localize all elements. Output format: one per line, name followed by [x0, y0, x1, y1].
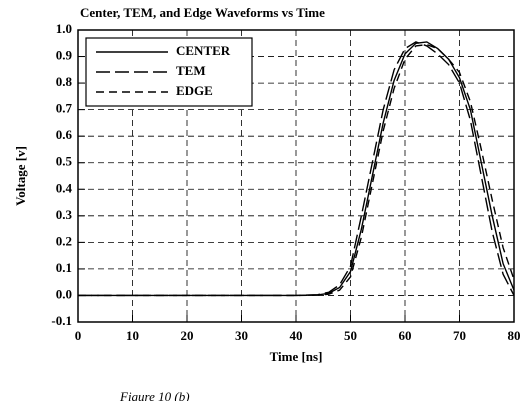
- legend-label: TEM: [176, 63, 206, 78]
- legend-box: [85, 37, 253, 107]
- series-line: [78, 41, 515, 297]
- y-tick-label: 0.3: [56, 207, 73, 222]
- plot-frame: [77, 29, 515, 323]
- y-tick-label: 0.7: [56, 101, 73, 116]
- y-tick-label: 0.9: [56, 48, 73, 63]
- x-tick-label: 70: [453, 328, 466, 343]
- x-tick-label: 20: [181, 328, 194, 343]
- x-tick-label: 10: [126, 328, 139, 343]
- y-tick-label: 0.8: [56, 74, 73, 89]
- y-tick-label: 0.5: [56, 154, 73, 169]
- x-axis-label: Time [ns]: [270, 349, 323, 364]
- y-axis-label: Voltage [v]: [13, 146, 28, 206]
- x-tick-label: 50: [344, 328, 357, 343]
- y-tick-label: 0.0: [56, 286, 72, 301]
- series-line: [78, 43, 515, 297]
- caption: Figure 10 (b): [119, 389, 190, 401]
- legend-label: CENTER: [176, 43, 231, 58]
- x-tick-label: 30: [235, 328, 248, 343]
- y-tick-label: 0.1: [56, 260, 72, 275]
- x-tick-label: 60: [399, 328, 412, 343]
- y-tick-label: 1.0: [56, 21, 72, 36]
- y-tick-label: 0.2: [56, 233, 72, 248]
- chart-title: Center, TEM, and Edge Waveforms vs Time: [80, 5, 325, 20]
- y-tick-label: 0.4: [56, 180, 73, 195]
- x-tick-label: 40: [290, 328, 303, 343]
- y-tick-label: -0.1: [51, 313, 72, 328]
- legend-label: EDGE: [176, 83, 213, 98]
- y-tick-label: 0.6: [56, 127, 73, 142]
- x-tick-label: 0: [75, 328, 82, 343]
- x-tick-label: 80: [508, 328, 521, 343]
